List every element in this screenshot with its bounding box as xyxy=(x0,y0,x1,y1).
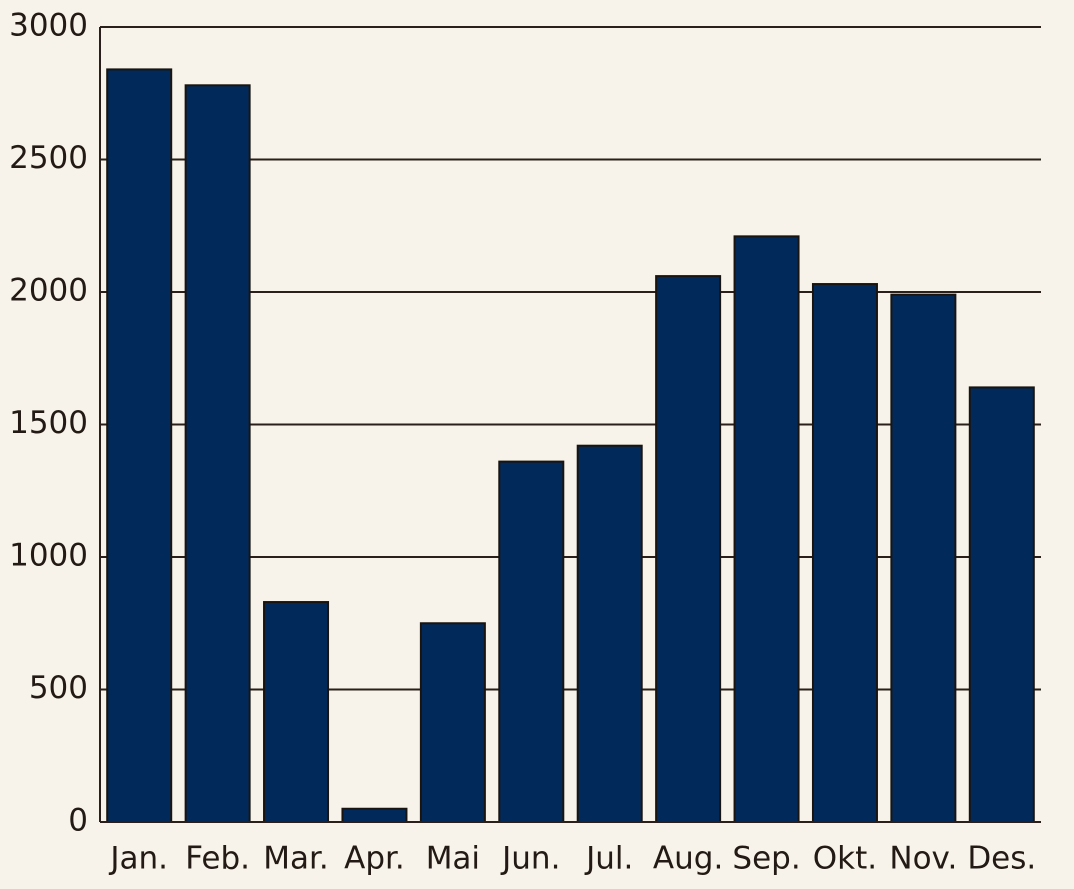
bar xyxy=(576,444,643,823)
bar xyxy=(498,460,565,823)
bar xyxy=(733,235,800,824)
x-tick-label: Apr. xyxy=(344,841,405,877)
x-tick-label: Des. xyxy=(967,841,1036,877)
y-tick-label: 1500 xyxy=(9,405,88,441)
x-tick-label: Feb. xyxy=(185,841,250,877)
x-tick-label: Sep. xyxy=(732,841,800,877)
y-tick-label: 2000 xyxy=(9,273,88,309)
bar xyxy=(184,84,251,824)
y-tick-label: 0 xyxy=(68,803,88,839)
bar xyxy=(811,283,878,823)
bar xyxy=(106,68,173,823)
bar xyxy=(655,275,722,824)
x-tick-label: Nov. xyxy=(889,841,957,877)
bar xyxy=(890,293,957,823)
y-tick-label: 1000 xyxy=(9,538,88,574)
x-tick-label: Okt. xyxy=(813,841,877,877)
bar xyxy=(968,386,1035,823)
x-tick-label: Jun. xyxy=(500,841,560,877)
x-tick-label: Jul. xyxy=(584,841,633,877)
x-tick-label: Mar. xyxy=(263,841,329,877)
x-tick-label: Aug. xyxy=(653,841,723,877)
x-tick-label: Mai xyxy=(426,841,480,877)
bar xyxy=(263,601,330,823)
y-tick-label: 3000 xyxy=(9,8,88,44)
bar xyxy=(341,807,408,823)
y-tick-label: 2500 xyxy=(9,140,88,176)
bar xyxy=(419,622,486,823)
x-tick-label: Jan. xyxy=(108,841,168,877)
y-tick-label: 500 xyxy=(29,670,88,706)
